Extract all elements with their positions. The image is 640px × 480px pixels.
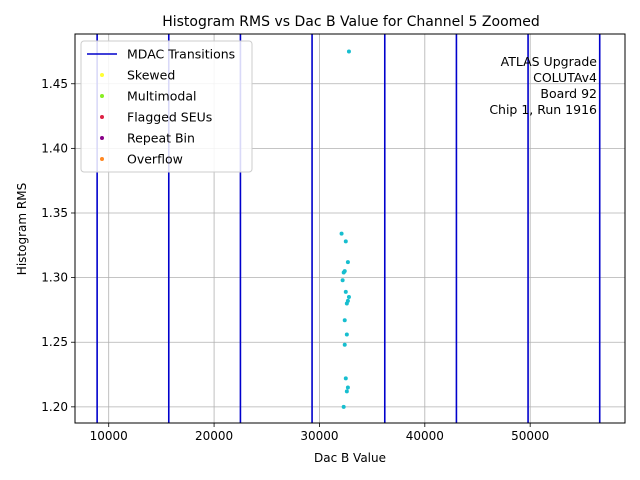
data-point (343, 239, 348, 244)
annotation-line: ATLAS Upgrade (501, 54, 598, 69)
x-axis-label: Dac B Value (314, 451, 386, 465)
data-point (339, 231, 344, 236)
data-point (343, 289, 348, 294)
legend-dot-swatch (100, 115, 104, 119)
y-tick-label: 1.20 (41, 400, 68, 414)
x-tick-label: 50000 (511, 429, 549, 443)
annotation-line: Board 92 (540, 86, 597, 101)
x-tick-label: 40000 (406, 429, 444, 443)
y-tick-label: 1.35 (41, 206, 68, 220)
legend-label: Skewed (127, 68, 175, 83)
data-point (342, 342, 347, 347)
y-tick-label: 1.30 (41, 271, 68, 285)
data-point (346, 294, 351, 299)
grid (75, 34, 625, 423)
legend-label: Overflow (127, 152, 183, 167)
data-point (340, 278, 345, 283)
x-tick-label: 20000 (195, 429, 233, 443)
x-tick-label: 10000 (90, 429, 128, 443)
legend-label: Repeat Bin (127, 131, 195, 146)
data-point (345, 260, 350, 265)
data-point (342, 318, 347, 323)
annotation-line: COLUTAv4 (533, 70, 597, 85)
legend-dot-swatch (100, 157, 104, 161)
legend-box (80, 40, 253, 173)
legend-dot-swatch (100, 136, 104, 140)
y-axis-ticks: 1.20 1.25 1.30 1.35 1.40 1.45 (41, 77, 75, 414)
chart-title: Histogram RMS vs Dac B Value for Channel… (162, 14, 540, 30)
y-tick-label: 1.40 (41, 141, 68, 155)
legend: MDAC Transitions Skewed Multimodal Flagged … (80, 40, 253, 173)
data-point (344, 389, 349, 394)
plot-frame (74, 33, 626, 424)
data-point (341, 404, 346, 409)
legend-label: Multimodal (127, 89, 196, 104)
x-tick-label: 30000 (300, 429, 338, 443)
data-point (345, 385, 350, 390)
data-point (344, 301, 349, 306)
legend-dot-swatch (100, 73, 104, 77)
data-point (341, 270, 346, 275)
y-tick-label: 1.25 (41, 335, 68, 349)
y-tick-label: 1.45 (41, 77, 68, 91)
legend-label: MDAC Transitions (127, 47, 235, 62)
data-points (339, 49, 351, 409)
data-point (344, 332, 349, 337)
data-point (346, 49, 351, 54)
annotation-line: Chip 1, Run 1916 (489, 102, 597, 117)
x-axis-ticks: 10000 20000 30000 40000 50000 (90, 423, 549, 443)
y-axis-label: Histogram RMS (15, 183, 29, 275)
legend-dot-swatch (100, 94, 104, 98)
legend-label: Flagged SEUs (127, 110, 212, 125)
data-point (343, 376, 348, 381)
